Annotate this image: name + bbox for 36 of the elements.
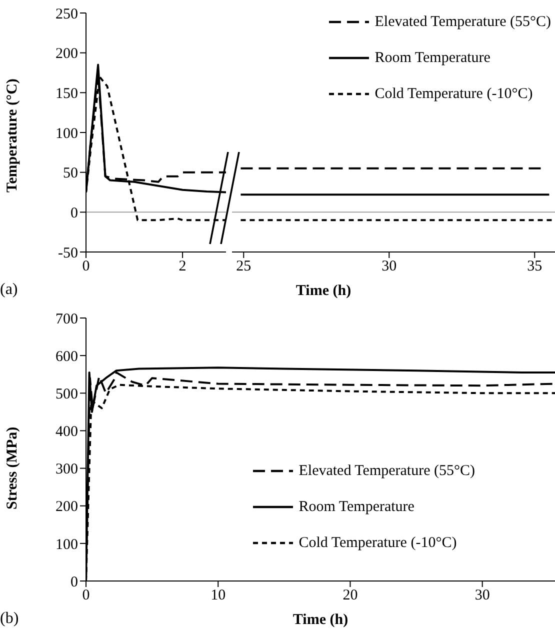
x-tick-label: 25 (236, 258, 252, 275)
x-tick-label: 30 (474, 588, 490, 604)
y-tick-label: 0 (70, 574, 78, 590)
x-tick-label: 35 (527, 258, 542, 275)
legend-label: Cold Temperature (-10°C) (374, 86, 533, 102)
y-tick-label: 500 (56, 386, 78, 402)
x-axis-title: Time (h) (292, 612, 348, 628)
y-tick-label: 600 (56, 348, 78, 365)
x-tick-label: 0 (82, 258, 90, 275)
y-tick-label: -50 (58, 245, 78, 262)
legend-label: Elevated Temperature (55°C) (374, 14, 551, 30)
y-tick-label: 100 (56, 536, 78, 553)
text: (a) (0, 281, 18, 299)
y-tick-label: 700 (56, 311, 78, 328)
y-axis-title: Stress (MPa) (4, 426, 20, 510)
x-tick-label: 10 (210, 588, 226, 604)
y-tick-label: 150 (56, 86, 78, 102)
text: (b) (0, 610, 19, 628)
x-tick-label: 2 (178, 258, 186, 275)
x-axis-title: Time (h) (296, 283, 352, 299)
y-tick-label: 300 (56, 462, 78, 478)
x-tick-label: 20 (342, 588, 358, 604)
x-tick-label: 30 (382, 258, 397, 275)
y-tick-label: 400 (56, 424, 78, 440)
y-tick-label: 50 (63, 166, 78, 182)
legend-label: Room Temperature (374, 50, 490, 66)
legend-label: Cold Temperature (-10°C) (298, 534, 457, 552)
y-axis-title: Temperature (°C) (4, 78, 20, 192)
y-tick-label: 200 (56, 499, 78, 516)
legend-label: Elevated Temperature (55°C) (298, 462, 475, 480)
legend-label: Room Temperature (298, 498, 414, 516)
y-tick-label: 0 (70, 205, 78, 222)
x-tick-label: 0 (82, 588, 90, 604)
y-tick-label: 100 (56, 126, 78, 142)
y-tick-label: 250 (56, 6, 78, 22)
y-tick-label: 200 (56, 46, 78, 62)
